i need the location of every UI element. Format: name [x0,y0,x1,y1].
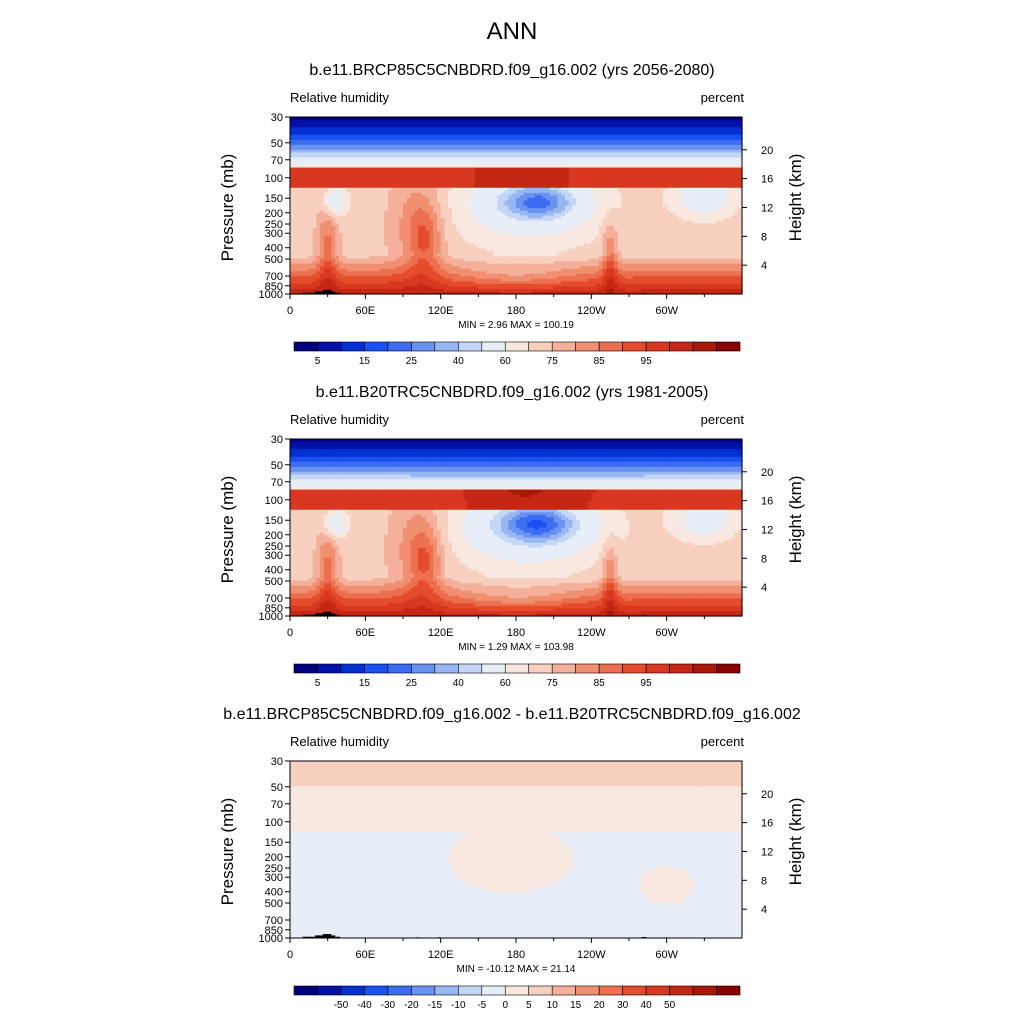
panel-1-plot: 0 60E 120E 180 120W 60W3050701001502002503004… [218,112,805,367]
